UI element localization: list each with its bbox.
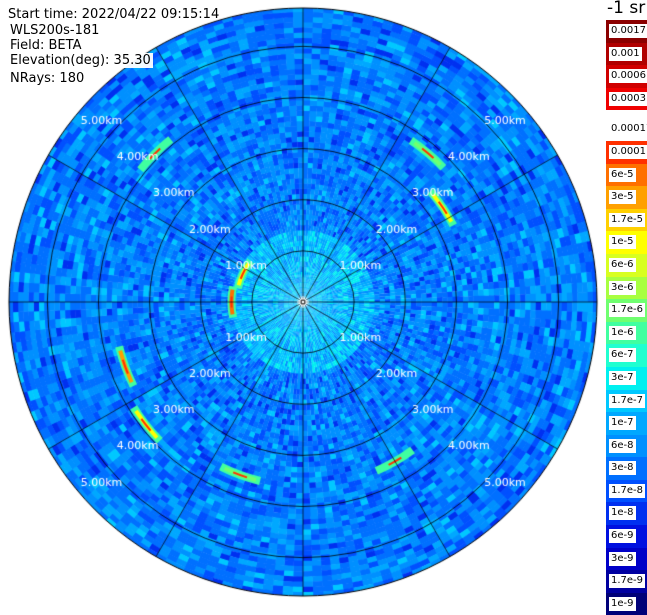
field-label: Field: BETA [10, 38, 82, 53]
colorbar-cell: 6e-6 [606, 253, 647, 277]
colorbar-tick-label: 0.001 [609, 46, 642, 61]
colorbar-tick-label: 0.0003 [609, 91, 647, 106]
colorbar-cell: 3e-6 [606, 276, 647, 300]
colorbar-tick-label: 1e-9 [609, 596, 636, 611]
colorbar-tick-label: 1.7e-9 [609, 574, 646, 589]
colorbar-tick-label: 1.7e-5 [609, 212, 646, 227]
colorbar-cell: 1.7e-6 [606, 299, 647, 322]
colorbar-tick-label: 1e-6 [609, 325, 636, 340]
colorbar-tick-label: 3e-9 [609, 551, 636, 566]
colorbar-tick-label: 0.0006 [609, 69, 647, 84]
start-time-label: Start time: 2022/04/22 09:15:14 [8, 7, 220, 22]
colorbar-cell: 1e-7 [606, 412, 647, 435]
colorbar-tick-label: 3e-6 [609, 280, 636, 295]
colorbar-cell: 1.7e-5 [606, 208, 647, 232]
colorbar-cell: 3e-7 [606, 366, 647, 390]
colorbar-tick-label: 0.0017 [609, 24, 647, 38]
colorbar-cell: 0.0003 [606, 87, 647, 111]
colorbar-cell: 3e-8 [606, 457, 647, 480]
colorbar-cell: 6e-5 [606, 163, 647, 187]
colorbar-cell: 3e-9 [606, 547, 647, 571]
colorbar-cell: 0.0001 [606, 140, 647, 164]
colorbar-cell: 6e-9 [606, 525, 647, 548]
colorbar-tick-label: 3e-7 [609, 370, 636, 385]
colorbar-tick-label: 6e-9 [609, 529, 636, 544]
colorbar-cell: 1e-8 [606, 502, 647, 526]
colorbar-tick-label: 6e-8 [609, 438, 636, 453]
instrument-id-label: WLS200s-181 [10, 23, 100, 38]
colorbar-cell: 6e-7 [606, 344, 647, 367]
colorbar-unit-title: -1 sr [607, 0, 646, 18]
colorbar-cell: 3e-5 [606, 186, 647, 209]
colorbar-gap [606, 110, 647, 118]
colorbar-tick-label: 6e-5 [609, 167, 636, 182]
colorbar-tick-label: 1e-5 [609, 235, 636, 250]
colorbar-tick-label: 1.7e-6 [609, 303, 646, 318]
colorbar-cell: 1e-9 [606, 592, 647, 615]
nrays-label: NRays: 180 [10, 71, 85, 86]
colorbar-cell: 1e-6 [606, 321, 647, 345]
colorbar-tick-label: 1.7e-7 [609, 393, 646, 408]
colorbar-tick-label: 1e-7 [609, 416, 636, 431]
colorbar-tick-label: 6e-6 [609, 257, 636, 272]
colorbar-cell: 1.7e-8 [606, 479, 647, 503]
colorbar-tick-label: 1e-8 [609, 506, 636, 521]
colorbar-tick-label: 6e-7 [609, 348, 636, 363]
elevation-label: Elevation(deg): 35.30 [10, 53, 153, 68]
colorbar-cell: 0.0017 [606, 20, 647, 43]
colorbar-cell: 0.001 [606, 42, 647, 66]
colorbar: 0.0017 0.001 0.0006 0.0003 0.00017 0.0001 6e-5… [606, 20, 647, 615]
colorbar-tick-label: 3e-8 [609, 461, 636, 476]
colorbar-tick-label: 0.00017 [609, 122, 647, 137]
colorbar-cell: 1e-5 [606, 231, 647, 254]
colorbar-cell: 0.0006 [606, 65, 647, 88]
colorbar-cell: 6e-8 [606, 434, 647, 458]
colorbar-cell: 1.7e-9 [606, 570, 647, 593]
colorbar-tick-label: 0.0001 [609, 144, 647, 159]
colorbar-tick-label: 1.7e-8 [609, 483, 646, 498]
colorbar-cell: 0.00017 [606, 118, 647, 141]
colorbar-cell: 1.7e-7 [606, 389, 647, 413]
colorbar-tick-label: 3e-5 [609, 190, 636, 205]
